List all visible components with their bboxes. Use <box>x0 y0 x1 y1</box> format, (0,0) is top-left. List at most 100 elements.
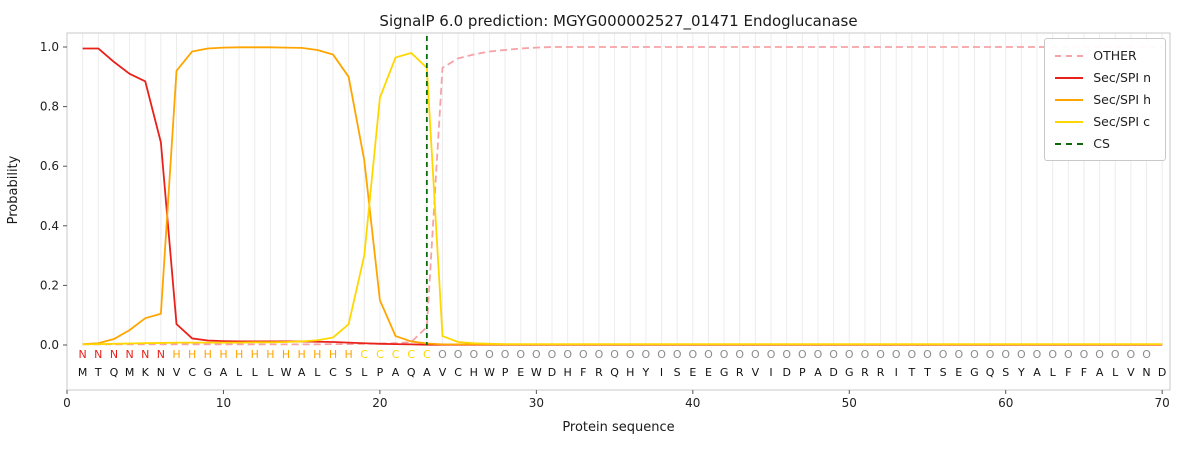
sequence-letter: L <box>252 366 259 379</box>
region-letter: C <box>360 348 368 361</box>
region-letter: O <box>798 348 807 361</box>
sequence-letter: H <box>564 366 572 379</box>
region-letter: H <box>298 348 306 361</box>
y-tick-label: 1.0 <box>40 40 59 54</box>
sequence-letter: Q <box>110 366 119 379</box>
sequence-letter: A <box>220 366 228 379</box>
region-letter: C <box>392 348 400 361</box>
region-letter: O <box>923 348 932 361</box>
legend-line-sample <box>1055 120 1084 123</box>
sequence-letter: P <box>502 366 509 379</box>
sequence-letter: D <box>782 366 790 379</box>
region-letter: N <box>79 348 87 361</box>
sequence-letter: C <box>454 366 462 379</box>
region-letter: O <box>610 348 619 361</box>
region-letter: H <box>251 348 259 361</box>
series-line-other <box>82 46 1163 346</box>
sequence-letter: L <box>314 366 321 379</box>
sequence-letter: I <box>660 366 663 379</box>
sequence-letter: Y <box>642 366 650 379</box>
region-letter: N <box>94 348 102 361</box>
sequence-letter: Y <box>1017 366 1025 379</box>
sequence-letter: W <box>484 366 495 379</box>
x-tick-label: 60 <box>998 396 1013 410</box>
region-letter: O <box>1001 348 1010 361</box>
sequence-letter: A <box>1033 366 1041 379</box>
series-line-sec-spi-c <box>82 52 1163 346</box>
region-letter: C <box>407 348 415 361</box>
region-letter: O <box>548 348 557 361</box>
region-letter: O <box>704 348 713 361</box>
series-line-sec-spi-h <box>82 46 1163 346</box>
sequence-letter: N <box>157 366 165 379</box>
region-letter: O <box>908 348 917 361</box>
region-letter: O <box>1080 348 1089 361</box>
region-letter: O <box>767 348 776 361</box>
sequence-letter: H <box>626 366 634 379</box>
region-letter: O <box>438 348 447 361</box>
region-letter: O <box>782 348 791 361</box>
region-letter: O <box>1095 348 1104 361</box>
region-letter: O <box>876 348 885 361</box>
region-letter: O <box>1111 348 1120 361</box>
legend-item-sec-spi-h: Sec/SPI h <box>1055 92 1151 107</box>
sequence-letter: S <box>940 366 947 379</box>
region-letter: H <box>188 348 196 361</box>
sequence-letter: S <box>345 366 352 379</box>
y-tick-label: 0.0 <box>40 338 59 352</box>
sequence-letter: T <box>923 366 931 379</box>
region-letter: O <box>501 348 510 361</box>
plot-frame <box>66 32 1171 391</box>
sequence-letter: E <box>955 366 962 379</box>
region-letter: O <box>626 348 635 361</box>
region-letter: O <box>970 348 979 361</box>
sequence-letter: L <box>1112 366 1119 379</box>
sequence-letter: R <box>736 366 744 379</box>
y-tick-label: 0.4 <box>40 219 59 233</box>
region-letter: O <box>579 348 588 361</box>
sequence-letter: E <box>517 366 524 379</box>
region-letter: N <box>157 348 165 361</box>
region-letter: O <box>735 348 744 361</box>
sequence-letter: A <box>423 366 431 379</box>
y-tick-label: 0.6 <box>40 159 59 173</box>
sequence-letter: D <box>829 366 837 379</box>
x-tick-label: 0 <box>63 396 71 410</box>
legend-item-sec-spi-c: Sec/SPI c <box>1055 114 1151 129</box>
sequence-letter: L <box>236 366 243 379</box>
region-letter: O <box>986 348 995 361</box>
legend-item-sec-spi-n: Sec/SPI n <box>1055 70 1151 85</box>
sequence-letter: G <box>720 366 729 379</box>
region-letter: O <box>657 348 666 361</box>
sequence-letter: L <box>361 366 368 379</box>
region-letter: O <box>845 348 854 361</box>
sequence-letter: R <box>595 366 603 379</box>
region-letter: O <box>892 348 901 361</box>
region-letter: O <box>673 348 682 361</box>
legend-label: Sec/SPI c <box>1093 114 1150 129</box>
sequence-letter: S <box>1002 366 1009 379</box>
region-letter: N <box>141 348 149 361</box>
sequence-letter: W <box>281 366 292 379</box>
region-letter: O <box>516 348 525 361</box>
region-letter: C <box>376 348 384 361</box>
region-letter: O <box>720 348 729 361</box>
x-tick-label: 50 <box>842 396 857 410</box>
sequence-letter: C <box>188 366 196 379</box>
sequence-letter: P <box>377 366 384 379</box>
region-letter: O <box>1017 348 1026 361</box>
x-tick-label: 10 <box>216 396 231 410</box>
region-letter: O <box>485 348 494 361</box>
x-tick-label: 30 <box>529 396 544 410</box>
sequence-letter: V <box>752 366 760 379</box>
chart-legend: OTHER Sec/SPI n Sec/SPI h Sec/SPI c CS <box>1044 38 1166 161</box>
region-letter: O <box>939 348 948 361</box>
legend-line-sample <box>1055 76 1084 79</box>
region-letter: O <box>1048 348 1057 361</box>
sequence-letter: G <box>970 366 979 379</box>
region-letter: O <box>861 348 870 361</box>
region-letter: O <box>954 348 963 361</box>
region-letter: N <box>110 348 118 361</box>
sequence-letter: I <box>895 366 898 379</box>
